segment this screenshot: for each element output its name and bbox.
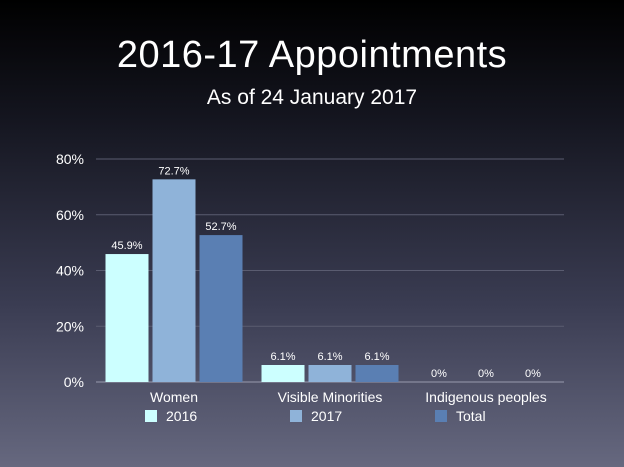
bar-total-women xyxy=(199,235,243,382)
legend-label: 2017 xyxy=(311,408,342,424)
data-label: 6.1% xyxy=(317,351,342,363)
data-label: 45.9% xyxy=(111,240,142,252)
legend-swatch xyxy=(290,410,302,422)
bar-2017-women xyxy=(152,179,196,382)
legend-label: 2016 xyxy=(166,408,197,424)
data-label: 0% xyxy=(478,368,494,380)
x-category-label: Indigenous peoples xyxy=(425,389,546,405)
y-tick-label: 60% xyxy=(56,207,84,223)
bar-2016-women xyxy=(105,254,149,382)
y-tick-label: 40% xyxy=(56,263,84,279)
x-category-label: Visible Minorities xyxy=(278,389,383,405)
data-label: 6.1% xyxy=(270,351,295,363)
chart-title: 2016-17 Appointments xyxy=(116,34,508,76)
legend-swatch xyxy=(435,410,447,422)
data-label: 0% xyxy=(431,368,447,380)
data-label: 72.7% xyxy=(158,165,189,177)
bar-2016-visible-minorities xyxy=(261,364,305,382)
legend-label: Total xyxy=(456,408,486,424)
bar-total-visible-minorities xyxy=(355,364,399,382)
chart-subtitle: As of 24 January 2017 xyxy=(206,86,418,109)
data-label: 52.7% xyxy=(205,221,236,233)
y-tick-label: 80% xyxy=(56,151,84,167)
y-tick-label: 0% xyxy=(64,374,84,390)
legend-swatch xyxy=(145,410,157,422)
bar-2017-visible-minorities xyxy=(308,364,352,382)
data-label: 0% xyxy=(525,368,541,380)
x-category-label: Women xyxy=(150,389,198,405)
data-label: 6.1% xyxy=(364,351,389,363)
y-tick-label: 20% xyxy=(56,318,84,334)
